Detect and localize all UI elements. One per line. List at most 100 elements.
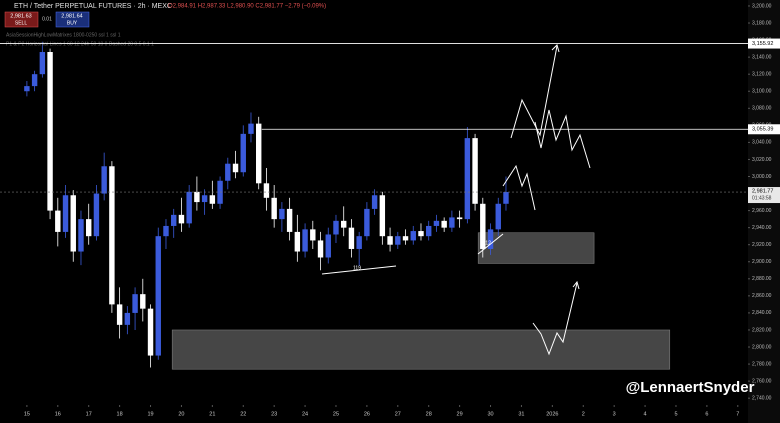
projection-path bbox=[534, 109, 591, 169]
projection-path bbox=[532, 282, 578, 356]
candle-body bbox=[418, 231, 424, 237]
x-tick-label: 16 bbox=[55, 411, 61, 417]
last-price-box bbox=[748, 187, 780, 204]
y-tick-label: 2,860.00 bbox=[752, 293, 772, 299]
y-tick-label: 2,760.00 bbox=[752, 378, 772, 384]
ohlc: O2,984.91 H2,987.33 L2,980.90 C2,981.77 … bbox=[168, 4, 326, 10]
candle-body bbox=[395, 236, 401, 245]
x-tick-label: 2026 bbox=[546, 411, 558, 417]
candle-body bbox=[263, 183, 270, 198]
candle-body bbox=[147, 308, 154, 356]
countdown: 01:43:58 bbox=[752, 195, 772, 201]
x-tick-label: 7 bbox=[736, 411, 739, 417]
y-tick-label: 2,920.00 bbox=[752, 242, 772, 248]
y-tick-label: 2,780.00 bbox=[752, 361, 772, 367]
candle-body bbox=[487, 229, 494, 249]
candle-body bbox=[86, 219, 92, 237]
x-tick-label: 24 bbox=[302, 411, 308, 417]
x-tick-label: 5 bbox=[674, 411, 677, 417]
sell-label: SELL bbox=[15, 20, 27, 26]
price-axis bbox=[748, 0, 780, 423]
candle-body bbox=[456, 217, 463, 220]
candle-body bbox=[248, 123, 254, 134]
candle-body bbox=[116, 304, 123, 325]
candle-body bbox=[186, 191, 192, 224]
zone bbox=[171, 329, 671, 370]
x-tick-label: 17 bbox=[86, 411, 92, 417]
y-tick-label: 3,200.00 bbox=[752, 3, 772, 9]
candle-body bbox=[317, 240, 324, 258]
candle-body bbox=[449, 217, 455, 228]
x-tick-label: 2 bbox=[582, 411, 585, 417]
candle-body bbox=[31, 74, 38, 87]
y-tick-label: 2,900.00 bbox=[752, 259, 772, 265]
y-tick-label: 3,180.00 bbox=[752, 20, 772, 26]
annotation: 112 bbox=[483, 240, 491, 246]
y-tick-label: 2,960.00 bbox=[752, 208, 772, 214]
candle-body bbox=[464, 138, 471, 220]
x-tick-label: 22 bbox=[240, 411, 246, 417]
y-tick-label: 2,840.00 bbox=[752, 310, 772, 316]
y-tick-label: 3,120.00 bbox=[752, 72, 772, 78]
candle-body bbox=[441, 220, 447, 228]
indicator-label: AsiaSessionHighLowMatrixes 1800-0250 ssl… bbox=[6, 32, 121, 38]
x-tick-label: 4 bbox=[644, 411, 647, 417]
candle-body bbox=[472, 138, 478, 204]
y-tick-label: 3,080.00 bbox=[752, 106, 772, 112]
candle-body bbox=[70, 195, 76, 252]
x-tick-label: 21 bbox=[209, 411, 215, 417]
buy-button[interactable] bbox=[55, 11, 90, 28]
candle-body bbox=[240, 133, 246, 173]
candle-body bbox=[155, 236, 161, 356]
candle-body bbox=[101, 166, 107, 194]
candle-body bbox=[333, 220, 339, 235]
candle-body bbox=[132, 294, 138, 313]
zone bbox=[477, 232, 595, 264]
candle-body bbox=[325, 234, 331, 258]
candle-body bbox=[232, 163, 239, 173]
candle-body bbox=[201, 195, 208, 203]
candle-body bbox=[480, 203, 486, 249]
candle-body bbox=[495, 203, 501, 230]
y-tick-label: 2,880.00 bbox=[752, 276, 772, 282]
support-line bbox=[321, 265, 397, 275]
x-tick-label: 15 bbox=[24, 411, 30, 417]
candle-body bbox=[209, 195, 216, 204]
y-tick-label: 3,020.00 bbox=[752, 157, 772, 163]
candle-body bbox=[24, 86, 30, 92]
candle-body bbox=[39, 52, 46, 75]
indicator-label: P1 & P2 Horizontal Lines 1 60 12 24h 50 … bbox=[6, 41, 154, 47]
y-tick-label: 2,740.00 bbox=[752, 396, 772, 402]
x-tick-label: 6 bbox=[705, 411, 708, 417]
candle-body bbox=[256, 123, 262, 184]
candle-body bbox=[171, 214, 177, 226]
x-tick-label: 23 bbox=[271, 411, 277, 417]
y-tick-label: 3,140.00 bbox=[752, 54, 772, 60]
y-tick-label: 3,100.00 bbox=[752, 89, 772, 95]
y-tick-label: 3,000.00 bbox=[752, 174, 772, 180]
candle-body bbox=[379, 195, 386, 237]
candle-body bbox=[341, 220, 347, 228]
y-tick-label: 3,040.00 bbox=[752, 140, 772, 146]
candle-body bbox=[503, 192, 509, 204]
candle-body bbox=[93, 193, 100, 237]
candle-body bbox=[356, 236, 362, 249]
candle-body bbox=[402, 236, 409, 241]
price-label: 3,055.39 bbox=[752, 127, 773, 133]
sell-price: 2,981.63 bbox=[10, 13, 31, 19]
candle-body bbox=[310, 229, 316, 241]
price-label: 3,155.92 bbox=[752, 41, 773, 47]
x-tick-label: 28 bbox=[426, 411, 432, 417]
y-tick-label: 2,820.00 bbox=[752, 327, 772, 333]
candle-body bbox=[371, 195, 378, 209]
support-line bbox=[477, 233, 504, 255]
candle-body bbox=[286, 208, 293, 232]
price-label-box bbox=[748, 38, 780, 49]
sell-button[interactable] bbox=[4, 11, 39, 28]
candle-body bbox=[364, 208, 370, 237]
candle-body bbox=[62, 195, 69, 232]
x-tick-label: 29 bbox=[457, 411, 463, 417]
